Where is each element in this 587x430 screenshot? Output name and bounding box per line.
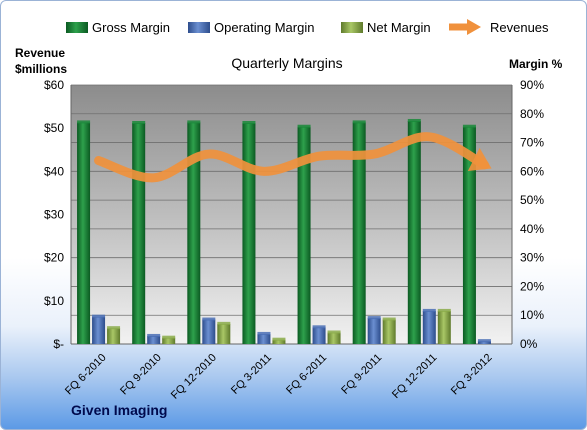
axis-ticks: $- $10 $20 $30 $40 $50 $60 0% 10% 20% 30% 40% 50% 60%… bbox=[44, 78, 544, 351]
net-margin-bar-cap bbox=[327, 330, 341, 334]
revenues-line bbox=[94, 132, 489, 183]
operating-margin-bar-cap bbox=[147, 333, 161, 337]
right-tick-label: 80% bbox=[520, 107, 544, 121]
category-label: FQ 3-2012 bbox=[449, 352, 495, 398]
gross-margin-bar-cap bbox=[407, 118, 421, 122]
left-tick-label: $- bbox=[53, 337, 64, 351]
legend-label-revenues: Revenues bbox=[490, 20, 549, 35]
category-label: FQ 9-2010 bbox=[118, 352, 164, 398]
legend-label-operating-margin: Operating Margin bbox=[214, 20, 314, 35]
operating-margin-bar-cap bbox=[312, 325, 326, 329]
category-label: FQ 3-2011 bbox=[229, 352, 274, 397]
legend-label-net-margin: Net Margin bbox=[367, 20, 431, 35]
legend-item-net-margin: Net Margin bbox=[341, 20, 431, 35]
gross-margin-bar bbox=[77, 122, 91, 345]
net-margin-bar-cap bbox=[272, 337, 286, 341]
operating-margin-bar bbox=[147, 335, 161, 344]
chart-title: Quarterly Margins bbox=[231, 55, 342, 71]
company-label: Given Imaging bbox=[71, 402, 167, 418]
operating-margin-bar bbox=[312, 327, 326, 344]
legend: Gross Margin Operating Margin Net Margin… bbox=[66, 19, 549, 35]
gross-margin-bar-cap bbox=[77, 120, 91, 124]
gross-margin-bar-cap bbox=[187, 120, 201, 124]
bars bbox=[77, 118, 491, 345]
net-margin-bar bbox=[327, 332, 341, 344]
operating-margin-bar-cap bbox=[202, 317, 216, 321]
category-label: FQ 6-2011 bbox=[284, 352, 329, 397]
operating-margin-bar-cap bbox=[367, 316, 381, 320]
category-label: FQ 9-2011 bbox=[339, 352, 384, 397]
right-tick-label: 90% bbox=[520, 78, 544, 92]
right-tick-label: 50% bbox=[520, 193, 544, 207]
revenues-arrowhead bbox=[467, 147, 492, 172]
legend-item-revenues: Revenues bbox=[449, 19, 549, 35]
legend-item-gross-margin: Gross Margin bbox=[66, 20, 170, 35]
right-tick-label: 30% bbox=[520, 251, 544, 265]
right-tick-label: 10% bbox=[520, 308, 544, 322]
gross-margin-bar bbox=[352, 122, 366, 345]
operating-margin-bar bbox=[367, 318, 381, 344]
left-tick-label: $40 bbox=[44, 164, 64, 178]
gross-margin-bar bbox=[297, 126, 311, 344]
net-margin-bar bbox=[272, 339, 286, 344]
revenue-line-layer bbox=[94, 132, 492, 183]
right-tick-label: 0% bbox=[520, 337, 538, 351]
left-axis-title-line1: Revenue bbox=[15, 46, 65, 60]
right-tick-label: 40% bbox=[520, 222, 544, 236]
category-label: FQ 12-2011 bbox=[390, 352, 439, 401]
operating-margin-bar-cap bbox=[477, 339, 491, 343]
left-tick-label: $10 bbox=[44, 294, 64, 308]
left-tick-label: $20 bbox=[44, 251, 64, 265]
left-tick-label: $60 bbox=[44, 78, 64, 92]
net-margin-bar bbox=[382, 319, 396, 344]
gross-margin-bar bbox=[132, 122, 146, 344]
operating-margin-bar-cap bbox=[422, 308, 436, 312]
net-margin-bar-cap bbox=[437, 308, 451, 312]
right-tick-label: 60% bbox=[520, 164, 544, 178]
operating-margin-bar bbox=[257, 333, 271, 344]
operating-margin-bar-cap bbox=[257, 331, 271, 335]
right-tick-label: 70% bbox=[520, 136, 544, 150]
gross-margin-bar-cap bbox=[297, 124, 311, 128]
operating-margin-bar bbox=[477, 341, 491, 344]
net-margin-bar bbox=[217, 323, 231, 344]
legend-swatch-gross-margin bbox=[66, 22, 88, 33]
right-axis-title: Margin % bbox=[509, 57, 563, 71]
gross-margin-bar-cap bbox=[462, 124, 476, 128]
gross-margin-bar-cap bbox=[352, 120, 366, 124]
category-labels: FQ 6-2010 FQ 9-2010 FQ 12-2010 FQ 3-2011 FQ … bbox=[63, 352, 495, 402]
net-margin-bar bbox=[162, 337, 176, 344]
net-margin-bar bbox=[107, 328, 121, 344]
legend-label-gross-margin: Gross Margin bbox=[92, 20, 170, 35]
gross-margin-bar-cap bbox=[132, 120, 146, 124]
net-margin-bar-cap bbox=[217, 321, 231, 325]
left-axis-title-line2: $millions bbox=[15, 62, 67, 76]
net-margin-bar-cap bbox=[107, 326, 121, 330]
operating-margin-bar-cap bbox=[92, 314, 106, 318]
left-tick-label: $30 bbox=[44, 208, 64, 222]
legend-item-operating-margin: Operating Margin bbox=[188, 20, 314, 35]
category-label: FQ 6-2010 bbox=[63, 352, 109, 398]
operating-margin-bar bbox=[422, 310, 436, 344]
left-tick-label: $50 bbox=[44, 121, 64, 135]
gross-margin-bar-cap bbox=[242, 120, 256, 124]
gross-margin-bar bbox=[242, 122, 256, 344]
gross-margin-bar bbox=[462, 126, 476, 344]
gross-margin-bar bbox=[407, 120, 421, 344]
right-tick-label: 20% bbox=[520, 279, 544, 293]
operating-margin-bar bbox=[92, 316, 106, 344]
net-margin-bar-cap bbox=[162, 335, 176, 339]
net-margin-bar-cap bbox=[382, 317, 396, 321]
net-margin-bar bbox=[437, 310, 451, 344]
gross-margin-bar bbox=[187, 122, 201, 345]
category-label: FQ 12-2010 bbox=[169, 352, 219, 402]
legend-arrowhead-revenues bbox=[467, 19, 481, 35]
legend-swatch-net-margin bbox=[341, 22, 363, 33]
legend-swatch-operating-margin bbox=[188, 22, 210, 33]
operating-margin-bar bbox=[202, 319, 216, 344]
